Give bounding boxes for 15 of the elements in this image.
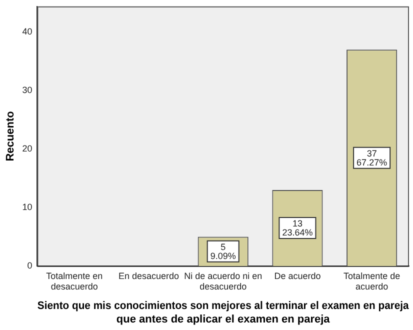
data-label: 5 9.09% [210, 242, 236, 261]
x-axis-title: Siento que mis conocimientos son mejores al terminar el examen en pareja que antes de aplicar el examen en pareja [37, 300, 410, 326]
y-axis-title: Recuento [4, 110, 17, 162]
x-tick-label: En desacuerdo [118, 270, 180, 281]
x-tick-label: De acuerdo [274, 270, 321, 281]
y-tick-label: 10 [22, 202, 32, 212]
y-tick-label: 0 [27, 260, 32, 270]
x-tick-label: Totalmente de acuerdo [344, 270, 400, 292]
y-tick-label: 30 [22, 85, 32, 96]
x-tick-label: Totalmente en desacuerdo [46, 270, 103, 292]
x-tick-label: Ni de acuerdo ni en desacuerdo [184, 270, 262, 292]
y-tick-label: 40 [22, 26, 32, 37]
data-label: 37 67.27% [356, 148, 388, 168]
data-label: 13 23.64% [282, 218, 313, 238]
y-tick-label: 20 [22, 144, 32, 154]
